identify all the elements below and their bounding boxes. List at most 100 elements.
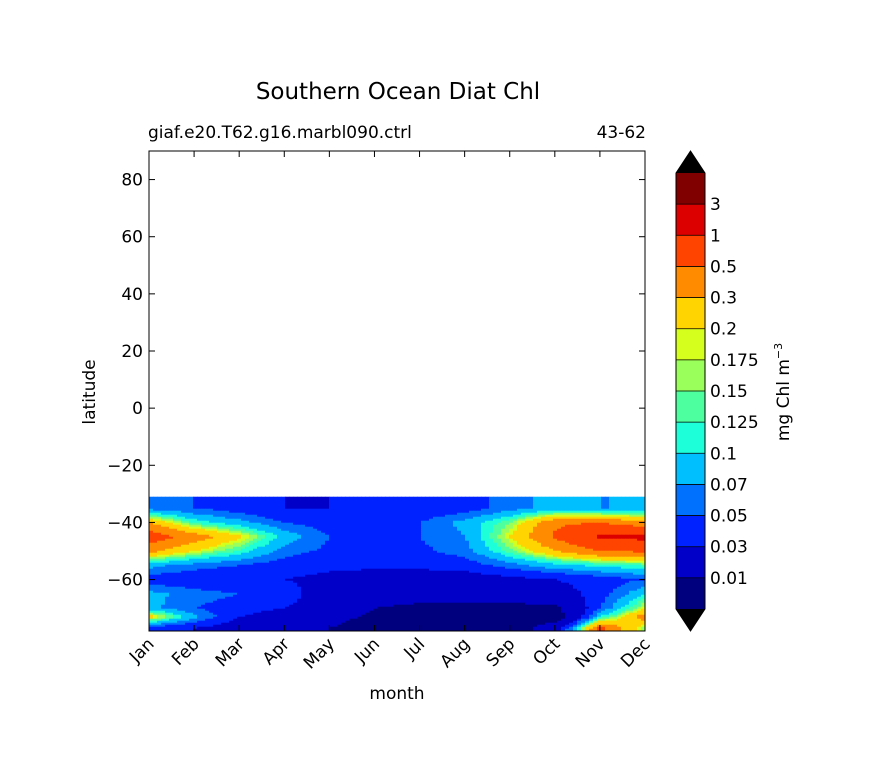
field-cell [357, 500, 362, 504]
field-cell [385, 504, 390, 508]
field-cell [509, 526, 514, 530]
field-cell [281, 504, 286, 508]
field-cell [473, 522, 478, 526]
field-cell [165, 532, 170, 536]
field-cell [317, 530, 322, 534]
field-cell [341, 536, 346, 540]
field-cell [477, 556, 482, 560]
field-cell [405, 544, 410, 548]
field-cell [265, 568, 270, 572]
field-cell [237, 546, 242, 550]
field-cell [609, 498, 614, 502]
field-cell [553, 534, 558, 538]
field-cell [389, 512, 394, 516]
field-cell [321, 522, 326, 526]
field-cell [369, 528, 374, 532]
field-cell [425, 528, 430, 532]
field-cell [301, 540, 306, 544]
field-cell [437, 568, 442, 572]
field-cell [425, 500, 430, 504]
field-cell [541, 534, 546, 538]
field-cell [457, 544, 462, 548]
field-cell [485, 520, 490, 524]
field-cell [329, 514, 334, 518]
field-cell [421, 538, 426, 542]
field-cell [477, 550, 482, 554]
field-cell [357, 532, 362, 536]
field-cell [461, 536, 466, 540]
field-cell [401, 542, 406, 546]
field-cell [413, 536, 418, 540]
field-cell [301, 524, 306, 528]
field-cell [505, 502, 510, 506]
field-cell [429, 514, 434, 518]
field-cell [629, 512, 634, 516]
field-cell [521, 552, 526, 556]
field-cell [549, 524, 554, 528]
field-cell [173, 520, 178, 524]
field-cell [205, 522, 210, 526]
field-cell [597, 496, 602, 500]
field-cell [201, 536, 206, 540]
field-cell [641, 526, 646, 530]
field-cell [157, 530, 162, 534]
field-cell [149, 572, 154, 576]
field-cell [253, 548, 258, 552]
field-cell [277, 522, 282, 526]
field-cell [621, 496, 626, 500]
field-cell [485, 564, 490, 568]
field-cell [473, 534, 478, 538]
field-cell [421, 526, 426, 530]
field-cell [201, 548, 206, 552]
field-cell [349, 560, 354, 564]
field-cell [353, 518, 358, 522]
field-cell [329, 498, 334, 502]
field-cell [189, 544, 194, 548]
field-cell [565, 560, 570, 564]
field-cell [377, 502, 382, 506]
field-cell [581, 574, 586, 578]
field-cell [537, 504, 542, 508]
field-cell [229, 526, 234, 530]
field-cell [269, 548, 274, 552]
field-cell [341, 544, 346, 548]
field-cell [429, 548, 434, 552]
field-cell [561, 546, 566, 550]
field-cell [441, 496, 446, 500]
field-cell [233, 548, 238, 552]
field-cell [501, 572, 506, 576]
field-cell [161, 574, 166, 578]
field-cell [525, 496, 530, 500]
field-cell [225, 498, 230, 502]
field-cell [401, 526, 406, 530]
field-cell [241, 576, 246, 580]
field-cell [245, 524, 250, 528]
field-cell [317, 562, 322, 566]
field-cell [305, 522, 310, 526]
field-cell [549, 574, 554, 578]
field-cell [305, 530, 310, 534]
field-cell [321, 516, 326, 520]
field-cell [529, 548, 534, 552]
field-cell [541, 538, 546, 542]
field-cell [513, 548, 518, 552]
field-cell [533, 574, 538, 578]
field-cell [549, 504, 554, 508]
field-cell [521, 518, 526, 522]
field-cell [277, 514, 282, 518]
field-cell [577, 540, 582, 544]
field-cell [541, 512, 546, 516]
field-cell [165, 566, 170, 570]
field-cell [433, 554, 438, 558]
field-cell [213, 564, 218, 568]
field-cell [413, 512, 418, 516]
field-cell [301, 510, 306, 514]
field-cell [477, 538, 482, 542]
field-cell [377, 572, 382, 576]
field-cell [609, 556, 614, 560]
field-cell [321, 556, 326, 560]
field-cell [509, 548, 514, 552]
field-cell [353, 562, 358, 566]
field-cell [161, 576, 166, 580]
field-cell [309, 518, 314, 522]
